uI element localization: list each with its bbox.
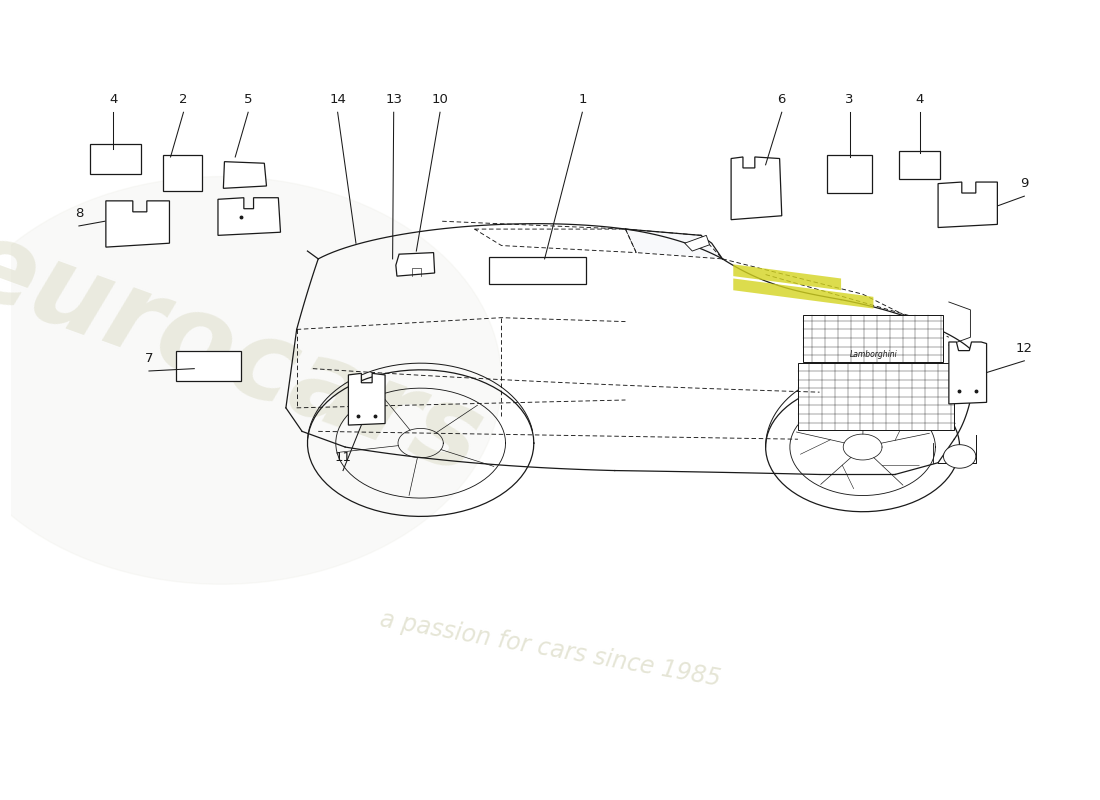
- Polygon shape: [396, 253, 435, 276]
- Text: 11: 11: [334, 451, 352, 464]
- Polygon shape: [734, 264, 842, 290]
- Polygon shape: [949, 342, 987, 404]
- Polygon shape: [684, 235, 710, 251]
- Text: 4: 4: [109, 93, 118, 106]
- Text: 9: 9: [1020, 177, 1028, 190]
- Bar: [900, 150, 940, 179]
- Bar: [163, 154, 201, 190]
- Polygon shape: [938, 182, 998, 227]
- Circle shape: [944, 445, 976, 468]
- Polygon shape: [106, 201, 169, 247]
- Bar: [827, 155, 872, 193]
- Text: 14: 14: [329, 93, 346, 106]
- Bar: [803, 315, 944, 362]
- Bar: [90, 145, 141, 174]
- Text: 12: 12: [1015, 342, 1033, 354]
- Polygon shape: [626, 229, 723, 259]
- Text: 8: 8: [75, 206, 84, 220]
- Polygon shape: [734, 278, 873, 309]
- Text: 5: 5: [244, 93, 252, 106]
- Bar: [798, 363, 955, 430]
- Text: 13: 13: [385, 93, 403, 106]
- Text: Lamborghini: Lamborghini: [849, 350, 898, 359]
- Polygon shape: [223, 162, 266, 188]
- Polygon shape: [218, 198, 280, 235]
- Text: 3: 3: [846, 93, 854, 106]
- Text: 1: 1: [579, 93, 586, 106]
- Polygon shape: [349, 374, 385, 425]
- Text: 2: 2: [179, 93, 188, 106]
- Circle shape: [0, 177, 502, 584]
- Text: a passion for cars since 1985: a passion for cars since 1985: [377, 607, 723, 691]
- Polygon shape: [732, 157, 782, 220]
- Text: eurocars: eurocars: [0, 209, 497, 497]
- Text: 6: 6: [778, 93, 786, 106]
- Text: 7: 7: [145, 352, 153, 365]
- Text: 4: 4: [915, 93, 924, 106]
- Text: 10: 10: [431, 93, 449, 106]
- Bar: [176, 351, 241, 381]
- Bar: [488, 258, 585, 284]
